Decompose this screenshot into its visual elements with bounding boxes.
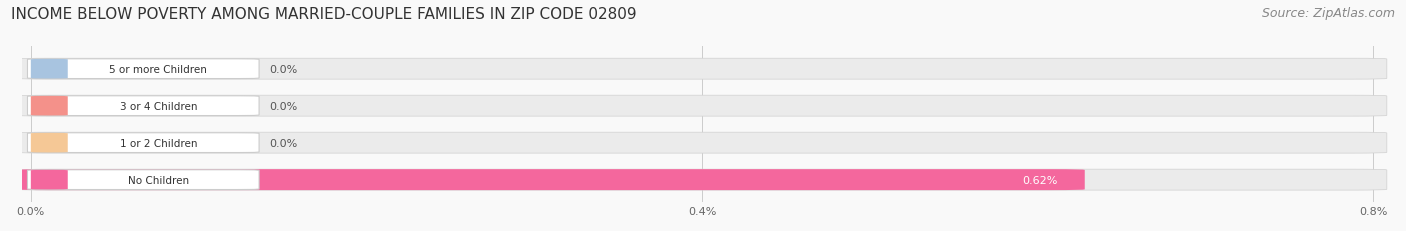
FancyBboxPatch shape xyxy=(31,60,67,79)
Text: 0.62%: 0.62% xyxy=(1022,175,1057,185)
FancyBboxPatch shape xyxy=(31,97,67,116)
Text: Source: ZipAtlas.com: Source: ZipAtlas.com xyxy=(1261,7,1395,20)
FancyBboxPatch shape xyxy=(17,170,1386,190)
FancyBboxPatch shape xyxy=(17,133,1386,153)
FancyBboxPatch shape xyxy=(31,170,67,190)
FancyBboxPatch shape xyxy=(31,133,67,153)
FancyBboxPatch shape xyxy=(28,60,259,79)
Text: 3 or 4 Children: 3 or 4 Children xyxy=(120,101,197,111)
Text: 0.0%: 0.0% xyxy=(269,138,298,148)
Text: No Children: No Children xyxy=(128,175,188,185)
FancyBboxPatch shape xyxy=(28,133,259,153)
FancyBboxPatch shape xyxy=(17,59,1386,80)
FancyBboxPatch shape xyxy=(17,96,1386,117)
Text: INCOME BELOW POVERTY AMONG MARRIED-COUPLE FAMILIES IN ZIP CODE 02809: INCOME BELOW POVERTY AMONG MARRIED-COUPL… xyxy=(11,7,637,22)
Text: 0.0%: 0.0% xyxy=(269,64,298,74)
Text: 0.0%: 0.0% xyxy=(269,101,298,111)
Text: 1 or 2 Children: 1 or 2 Children xyxy=(120,138,197,148)
FancyBboxPatch shape xyxy=(28,170,259,190)
FancyBboxPatch shape xyxy=(28,96,259,116)
FancyBboxPatch shape xyxy=(17,170,1085,190)
Text: 5 or more Children: 5 or more Children xyxy=(110,64,207,74)
